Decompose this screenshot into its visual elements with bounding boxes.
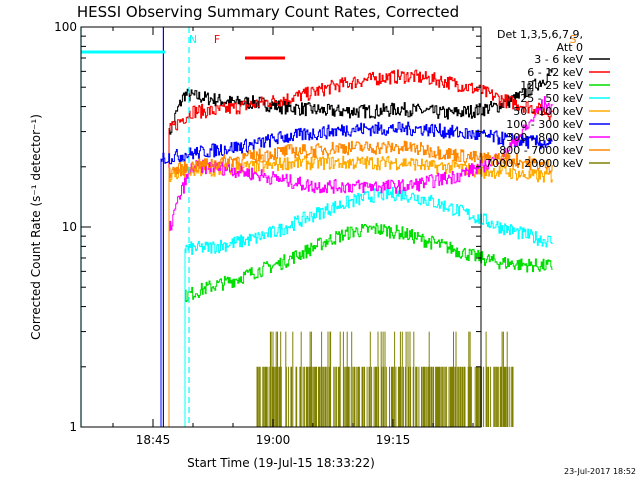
flag-label: N (189, 33, 197, 46)
series-5 (160, 121, 553, 427)
legend-entry-label: 7000 - 20000 keV (485, 157, 583, 170)
y-axis-label: Corrected Count Rate (s⁻¹ detector⁻¹) (29, 114, 43, 340)
series-line (168, 68, 553, 145)
x-axis-label: Start Time (19-Jul-15 18:33:22) (187, 456, 375, 470)
series-line (184, 187, 553, 255)
x-tick-label: 18:45 (136, 433, 171, 447)
legend-entry-label: 25 - 50 keV (520, 92, 583, 105)
legend-entry-label: 3 - 6 keV (534, 53, 583, 66)
series-7 (168, 140, 553, 427)
series-3 (184, 187, 553, 427)
axis-ticks: 18:45 19:00 19:15 1 10 100 (54, 20, 481, 447)
footer-timestamp: 23-Jul-2017 18:52 (564, 467, 636, 476)
legend-entry-label: 50 - 100 keV (513, 105, 583, 118)
data-layer (160, 68, 553, 427)
flag-label: F (214, 33, 220, 46)
legend-entry-label: 6 - 12 keV (527, 66, 583, 79)
legend-entry-label: 12 - 25 keV (520, 79, 583, 92)
legend-entry-label: 300 - 800 keV (506, 131, 583, 144)
x-tick-label: 19:00 (256, 433, 291, 447)
legend-header: Att 0 (557, 41, 583, 54)
series-line (168, 140, 553, 178)
series-line (168, 96, 553, 232)
x-tick-label: 19:15 (376, 433, 411, 447)
series-line (184, 223, 553, 304)
series-line (256, 331, 514, 427)
series-line (168, 155, 553, 183)
legend-header: Det 1,3,5,6,7,9, (497, 28, 583, 41)
chart-title: HESSI Observing Summary Count Rates, Cor… (77, 3, 459, 21)
y-tick-label: 1 (69, 420, 77, 434)
legend-entry-label: 100 - 300 keV (506, 118, 583, 131)
y-tick-label: 10 (62, 220, 77, 234)
series-line (160, 121, 553, 165)
flag-label: S (570, 33, 577, 46)
y-tick-label: 100 (54, 20, 77, 34)
series-8 (256, 331, 514, 427)
legend-entry-label: 800 - 7000 keV (499, 144, 583, 157)
series-line (168, 69, 553, 134)
